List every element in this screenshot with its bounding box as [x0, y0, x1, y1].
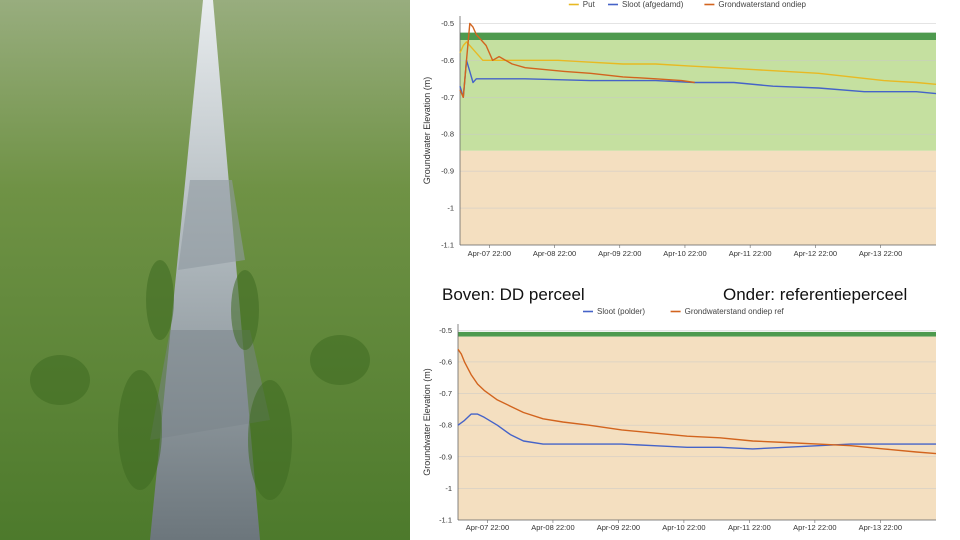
x-tick-label: Apr-09 22:00	[598, 249, 641, 258]
x-tick-label: Apr-12 22:00	[794, 249, 837, 258]
y-tick-label: -0.6	[439, 357, 452, 366]
x-tick-label: Apr-11 22:00	[729, 249, 772, 258]
background-band-1	[458, 336, 936, 520]
x-tick-label: Apr-07 22:00	[468, 249, 511, 258]
background-band-0	[458, 331, 936, 337]
legend: Put Sloot (afgedamd) Grondwaterstand ondie…	[568, 0, 807, 9]
series-line-0	[459, 41, 937, 85]
y-tick-label: -0.5	[439, 326, 452, 335]
chart-dd-perceel: -0.5 -0.6 -0.7 -0.8 -0.9 -1 -1.1 Apr-07 22:00 Ap…	[422, 0, 937, 258]
chart-referentieperceel: -0.5 -0.6 -0.7 -0.8 -0.9 -1 -1.1 Apr-07 22:00 Ap…	[422, 307, 937, 532]
x-tick-label: Apr-08 22:00	[533, 249, 576, 258]
legend-entry: Sloot (afgedamd)	[622, 0, 684, 9]
x-tick-label: Apr-10 22:00	[663, 249, 706, 258]
y-tick-label: -1.1	[439, 516, 452, 525]
x-tick-label: Apr-09 22:00	[597, 523, 640, 532]
y-tick-label: -1	[447, 204, 454, 213]
x-tick-label: Apr-11 22:00	[728, 523, 771, 532]
y-tick-label: -0.9	[441, 167, 454, 176]
legend-entry: Grondwaterstand ondiep ref	[685, 307, 785, 316]
y-tick-label: -1.1	[441, 241, 454, 250]
legend: Sloot (polder) Grondwaterstand ondiep ref	[583, 307, 785, 316]
y-tick-label: -0.8	[441, 130, 454, 139]
series-line-2	[459, 22, 695, 99]
background-band-1	[460, 40, 936, 151]
x-tick-label: Apr-10 22:00	[662, 523, 705, 532]
background-band-0	[460, 32, 936, 41]
caption-onder: Onder: referentieperceel	[723, 285, 908, 304]
x-tick-label: Apr-07 22:00	[466, 523, 509, 532]
y-axis-label: Groundwater Elevation (m)	[422, 77, 432, 185]
series-line-1	[457, 348, 937, 455]
y-tick-label: -0.6	[441, 56, 454, 65]
x-tick-label: Apr-08 22:00	[531, 523, 574, 532]
y-axis-label: Groundwater Elevation (m)	[422, 368, 432, 476]
series-line-1	[459, 59, 937, 99]
x-tick-label: Apr-12 22:00	[793, 523, 836, 532]
x-tick-label: Apr-13 22:00	[859, 523, 902, 532]
y-tick-label: -0.7	[439, 389, 452, 398]
y-tick-label: -0.8	[439, 421, 452, 430]
y-tick-label: -1	[445, 484, 452, 493]
x-tick-label: Apr-13 22:00	[859, 249, 902, 258]
caption-boven: Boven: DD perceel	[442, 285, 585, 304]
legend-entry: Grondwaterstand ondiep	[718, 0, 806, 9]
y-tick-label: -0.9	[439, 452, 452, 461]
y-tick-label: -0.7	[441, 93, 454, 102]
flooded-field-photo	[0, 0, 410, 540]
legend-entry: Sloot (polder)	[597, 307, 645, 316]
background-band-2	[460, 150, 936, 245]
y-tick-label: -0.5	[441, 19, 454, 28]
legend-entry: Put	[583, 0, 596, 9]
